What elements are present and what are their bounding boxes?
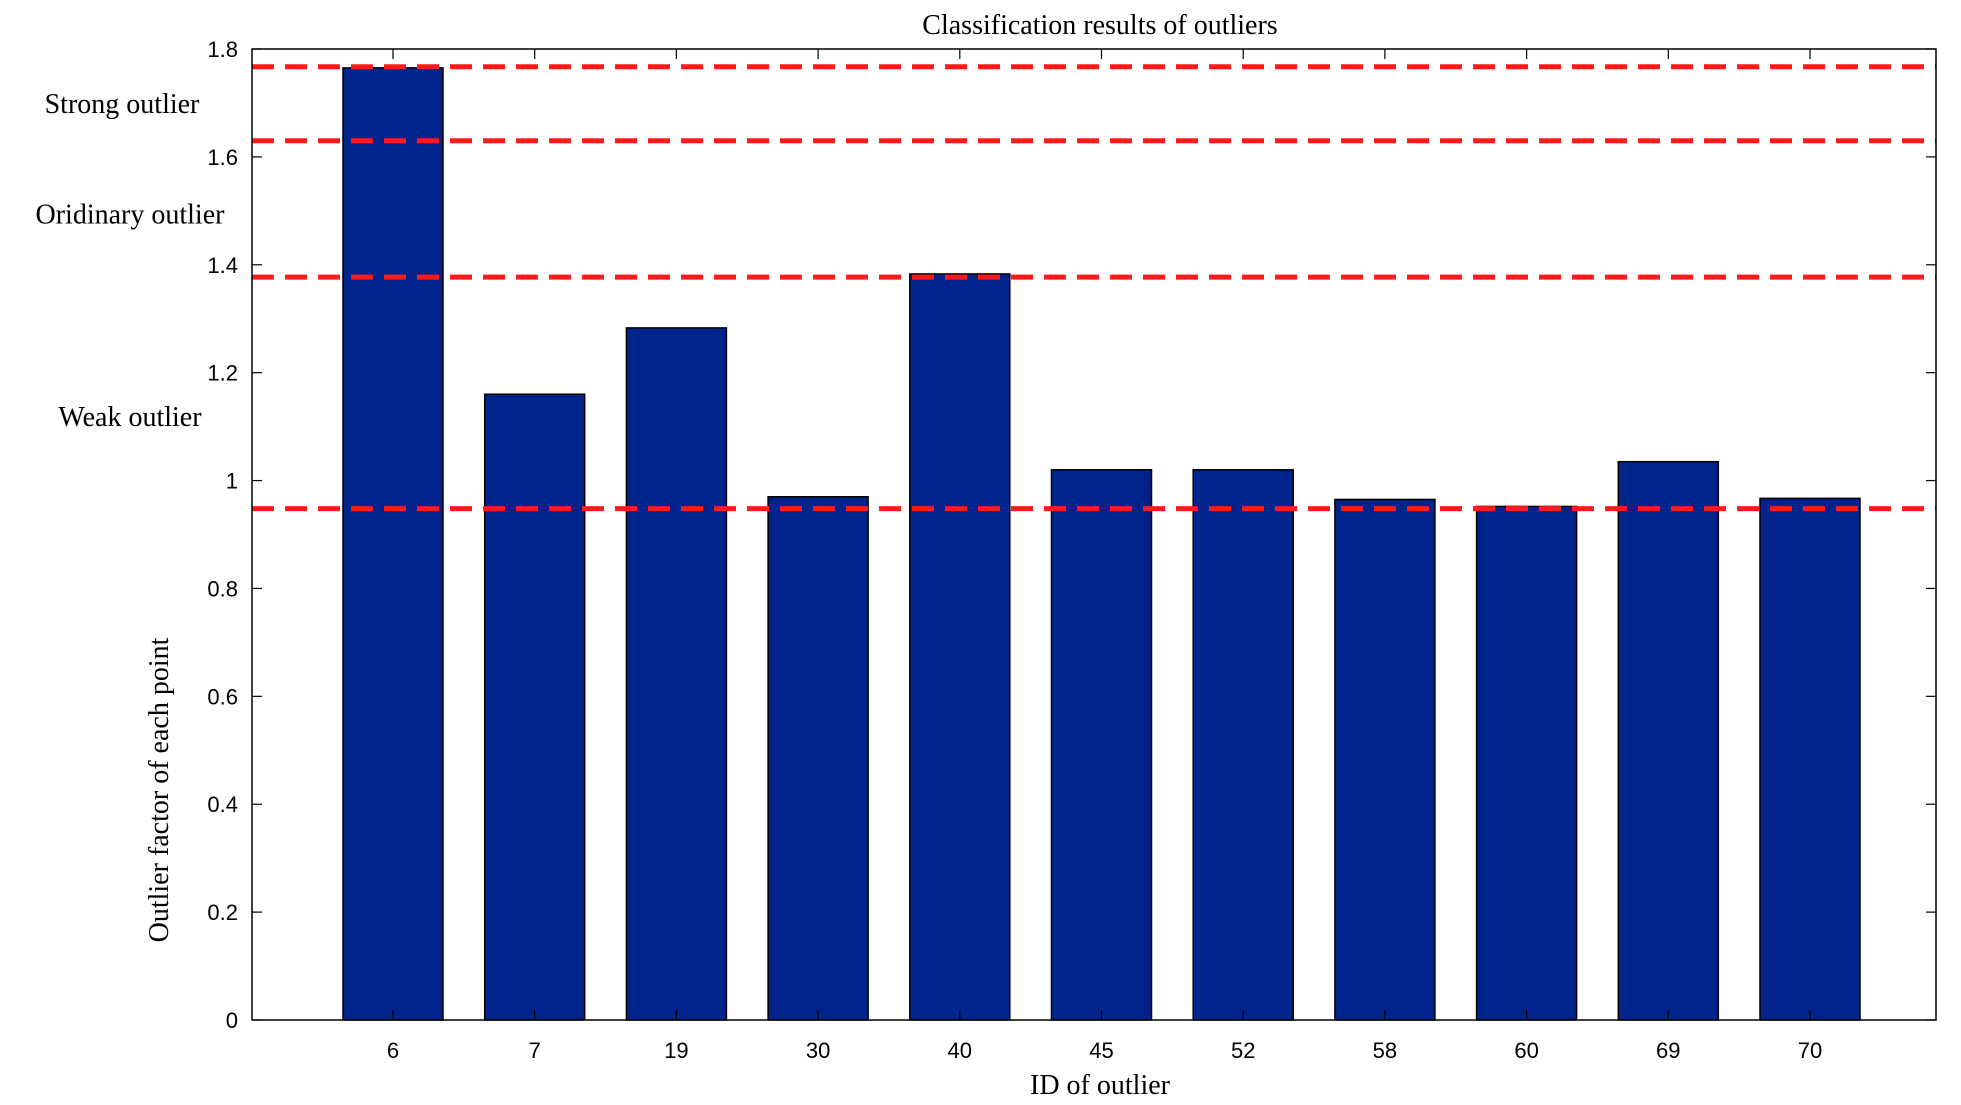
region-labels-group: Strong outlier Oridinary outlier Weak outl… — [36, 89, 226, 433]
x-axis-label: ID of outlier — [1030, 1070, 1171, 1101]
y-tick-label: 1.6 — [207, 145, 238, 170]
threshold-lines-group — [252, 64, 1936, 512]
bar-6 — [342, 67, 444, 1021]
x-tick-label: 69 — [1656, 1038, 1680, 1063]
bar-7 — [483, 393, 586, 1021]
x-tick-label: 60 — [1514, 1038, 1538, 1063]
y-tick-label: 1.2 — [207, 361, 238, 386]
y-tick-label: 0.8 — [207, 576, 238, 601]
bar-60 — [1475, 505, 1578, 1021]
y-tick-label: 1.8 — [207, 37, 238, 62]
y-ticks-group: 0 0.2 0.4 0.6 0.8 1 1.2 1.4 1.6 1.8 — [207, 37, 1936, 1033]
x-tick-label: 70 — [1798, 1038, 1822, 1063]
x-tick-label: 40 — [948, 1038, 972, 1063]
bar-45 — [1050, 469, 1153, 1021]
bar-70 — [1759, 497, 1861, 1021]
bar-19 — [625, 327, 728, 1021]
chart-title: Classification results of outliers — [922, 10, 1277, 41]
x-tick-label: 7 — [529, 1038, 541, 1063]
x-tick-label: 58 — [1373, 1038, 1397, 1063]
y-tick-label: 1 — [226, 469, 238, 494]
y-tick-label: 0.2 — [207, 900, 238, 925]
bars-group — [342, 67, 1861, 1021]
plot-frame — [251, 48, 1937, 1021]
x-tick-label: 45 — [1089, 1038, 1113, 1063]
y-tick-label: 0.4 — [207, 792, 238, 817]
bar-40 — [909, 273, 1011, 1021]
region-label-1: Strong outlier — [45, 89, 200, 120]
x-ticks-group: 6 7 19 30 40 45 52 58 60 69 70 — [387, 49, 1822, 1063]
region-label-3: Weak outlier — [58, 402, 202, 433]
x-tick-label: 6 — [387, 1038, 399, 1063]
y-tick-label: 0 — [226, 1008, 238, 1033]
x-tick-label: 19 — [664, 1038, 688, 1063]
y-tick-label: 0.6 — [207, 684, 238, 709]
region-label-2: Oridinary outlier — [36, 200, 226, 231]
y-axis-label: Outlier factor of each point — [144, 637, 175, 942]
bar-52 — [1192, 469, 1294, 1021]
x-tick-label: 52 — [1231, 1038, 1255, 1063]
bar-69 — [1617, 460, 1720, 1021]
y-tick-label: 1.4 — [207, 253, 238, 278]
bar-30 — [767, 495, 869, 1021]
bar-58 — [1334, 498, 1436, 1021]
x-tick-label: 30 — [806, 1038, 830, 1063]
